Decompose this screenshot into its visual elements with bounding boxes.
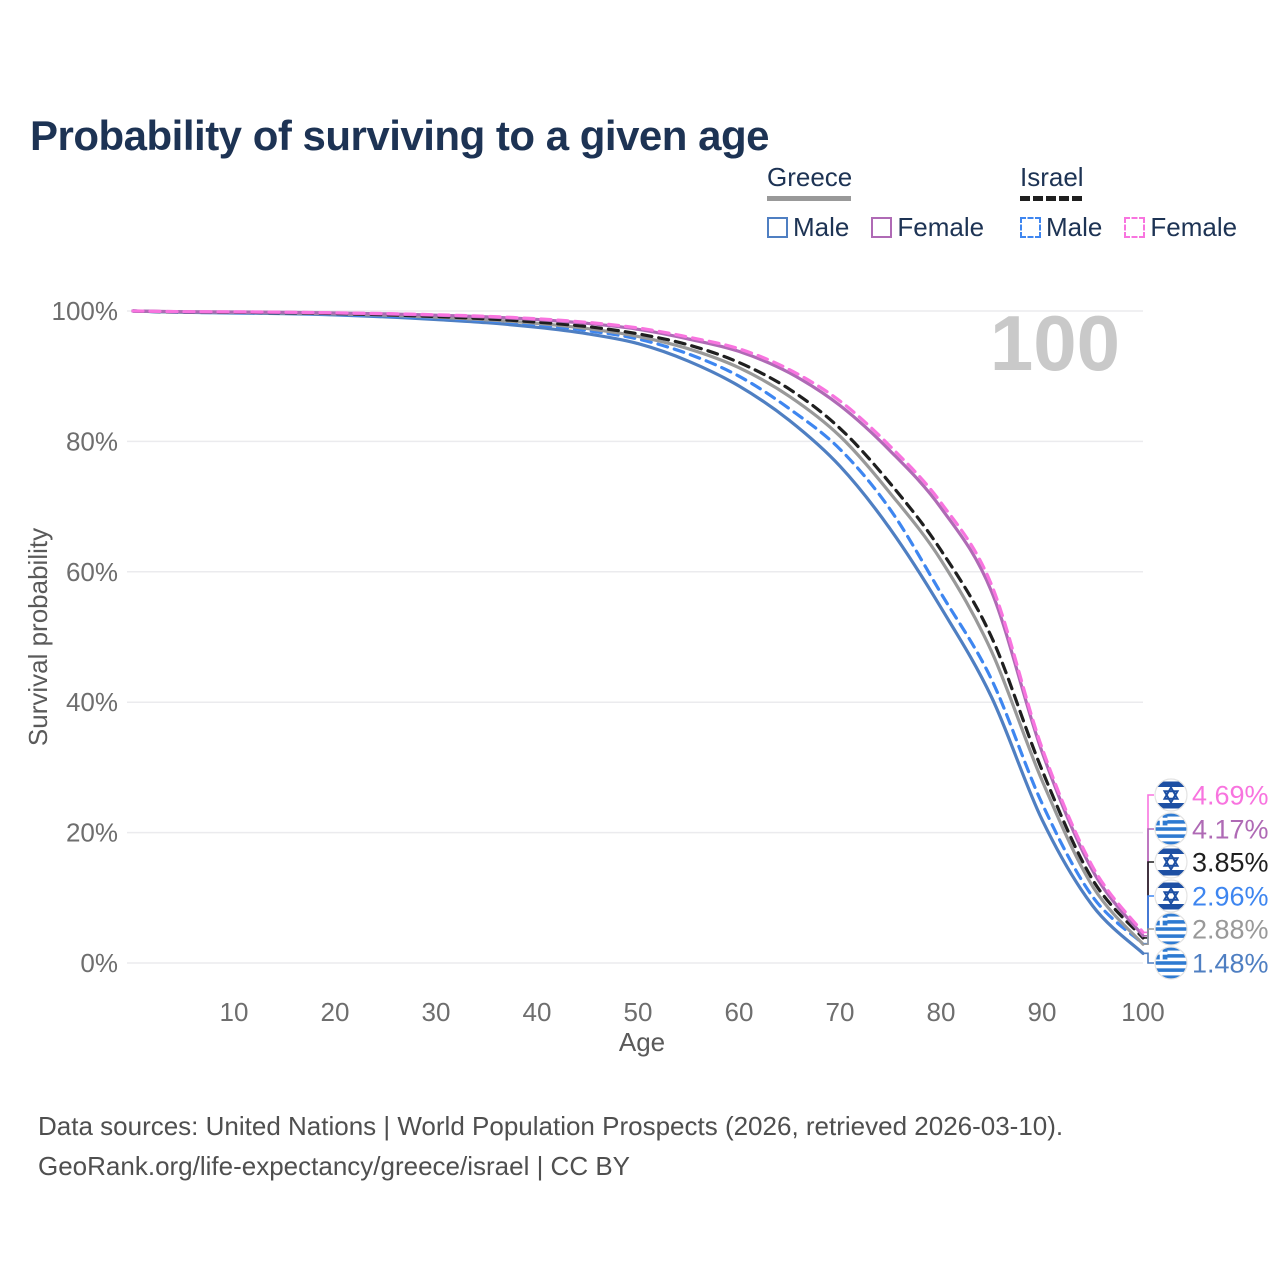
legend-israel-label: Israel [1020, 162, 1084, 192]
legend-greece-solid-line-sample [767, 196, 851, 201]
y-tick-label: 60% [66, 557, 118, 587]
legend-item-greece-female[interactable]: Female [871, 212, 984, 243]
x-tick-label: 20 [321, 997, 350, 1027]
end-label-israel-female: 4.69% [1154, 778, 1269, 812]
y-axis-title: Survival probability [23, 528, 53, 746]
israel-flag-icon [1154, 879, 1188, 913]
end-label-value: 3.85% [1192, 848, 1269, 878]
end-label-greece-female: 4.17% [1154, 812, 1269, 846]
source-line-2: GeoRank.org/life-expectancy/greece/israe… [38, 1151, 631, 1181]
survival-chart: 0% 20% 40% 60% 80% 100% 10 20 30 40 50 60 70 80 90 100 A… [23, 291, 1269, 1057]
y-tick-label: 40% [66, 687, 118, 717]
y-tick-label: 100% [52, 296, 119, 326]
legend-item-israel-male[interactable]: Male [1020, 212, 1102, 243]
legend-greece-label: Greece [767, 162, 853, 192]
end-label-greece-male: 1.48% [1154, 946, 1269, 980]
end-label-israel-male: 2.96% [1154, 879, 1269, 913]
x-tick-label: 40 [523, 997, 552, 1027]
y-tick-label: 80% [66, 426, 118, 456]
curve-greece-female[interactable] [131, 309, 1145, 938]
y-tick-label: 0% [80, 948, 118, 978]
x-tick-label: 50 [624, 997, 653, 1027]
legend-israel-dashed-line-sample [1020, 196, 1082, 201]
israel-male-swatch [1020, 217, 1041, 238]
israel-female-swatch [1124, 217, 1146, 238]
end-label-connector [1143, 952, 1154, 964]
x-tick-label: 90 [1028, 997, 1057, 1027]
curve-israel-male[interactable] [131, 309, 1145, 946]
greece-male-swatch [767, 217, 788, 238]
x-tick-label: 10 [220, 997, 249, 1027]
legend-israel-male-label: Male [1046, 212, 1103, 242]
legend-group-israel: Israel Male Female [1020, 162, 1259, 243]
x-axis-title: Age [619, 1027, 665, 1057]
greece-flag-icon [1154, 946, 1188, 980]
plot-area[interactable] [133, 291, 1143, 963]
israel-flag-icon [1154, 845, 1188, 879]
greece-female-swatch [871, 217, 893, 238]
x-tick-label: 100 [1121, 997, 1164, 1027]
legend-item-greece-male[interactable]: Male [767, 212, 849, 243]
data-source-note: Data sources: United Nations | World Pop… [38, 1106, 1063, 1186]
end-label-value: 4.17% [1192, 815, 1269, 845]
x-tick-label: 80 [927, 997, 956, 1027]
age-watermark: 100 [990, 299, 1120, 387]
legend-israel-female-label: Female [1150, 212, 1238, 242]
end-label-israel-both: 3.85% [1154, 845, 1269, 879]
source-line-1: Data sources: United Nations | World Pop… [38, 1111, 1064, 1141]
x-tick-label: 70 [826, 997, 855, 1027]
legend-group-greece: Greece Male Female [767, 162, 1006, 243]
end-label-value: 1.48% [1192, 949, 1269, 979]
y-tick-label: 20% [66, 818, 118, 848]
israel-flag-icon [1154, 778, 1188, 812]
x-tick-label: 60 [725, 997, 754, 1027]
curve-israel-female[interactable] [131, 309, 1145, 934]
x-tick-label: 30 [422, 997, 451, 1027]
legend-greece-male-label: Male [793, 212, 850, 242]
greece-flag-icon [1154, 812, 1188, 846]
end-label-greece-both: 2.88% [1154, 912, 1269, 946]
legend-greece-female-label: Female [897, 212, 985, 242]
end-label-value: 2.88% [1192, 915, 1269, 945]
greece-flag-icon [1154, 912, 1188, 946]
legend-item-israel-female[interactable]: Female [1124, 212, 1237, 243]
end-label-value: 4.69% [1192, 781, 1269, 811]
curve-israel-both[interactable] [131, 309, 1145, 940]
page-title: Probability of surviving to a given age [30, 112, 769, 160]
end-label-connector [1143, 928, 1154, 946]
end-label-value: 2.96% [1192, 882, 1269, 912]
